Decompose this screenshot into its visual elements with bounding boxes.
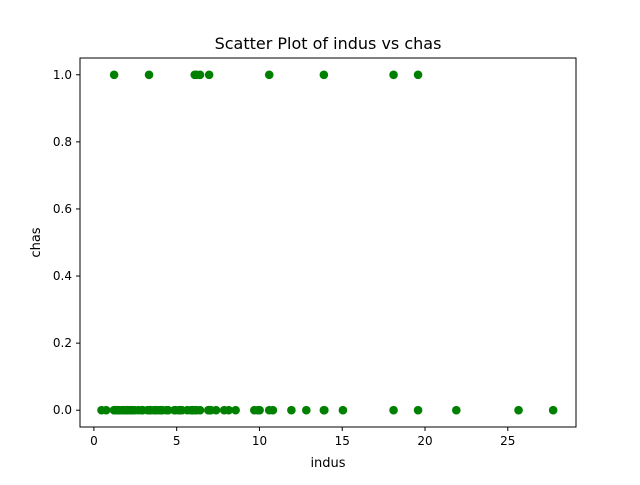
- data-point: [204, 70, 214, 80]
- y-tick-label: 0.0: [53, 403, 72, 417]
- data-point: [195, 405, 205, 415]
- x-axis-ticks: 0 5 10 15 20 25: [90, 427, 515, 448]
- data-point: [389, 70, 398, 80]
- x-tick-label: 25: [500, 434, 515, 448]
- data-point: [389, 405, 398, 415]
- data-point: [163, 405, 173, 415]
- y-axis-label: chas: [29, 227, 44, 257]
- data-point: [287, 405, 296, 415]
- data-point: [413, 70, 423, 80]
- data-point: [109, 70, 119, 80]
- y-axis-ticks: 0.0 0.2 0.4 0.6 0.8 1.0: [53, 68, 80, 417]
- data-point: [338, 405, 348, 415]
- x-axis-label: indus: [310, 456, 345, 471]
- data-point: [413, 405, 423, 415]
- y-tick-label: 1.0: [53, 68, 72, 82]
- y-tick-label: 0.6: [53, 202, 72, 216]
- data-point: [452, 405, 461, 415]
- x-tick-label: 20: [417, 434, 432, 448]
- data-point: [211, 405, 221, 415]
- data-point: [302, 405, 311, 415]
- chart-title: Scatter Plot of indus vs chas: [215, 34, 442, 53]
- data-point: [144, 70, 154, 80]
- y-tick-label: 0.8: [53, 135, 72, 149]
- data-point: [548, 405, 558, 415]
- x-tick-label: 15: [335, 434, 350, 448]
- data-point: [268, 405, 278, 415]
- data-point: [264, 70, 274, 80]
- data-point: [195, 70, 205, 80]
- data-point: [101, 405, 111, 415]
- data-point: [231, 405, 240, 415]
- x-tick-label: 0: [90, 434, 98, 448]
- data-points: [97, 70, 558, 415]
- data-point: [224, 405, 233, 415]
- y-tick-label: 0.2: [53, 336, 72, 350]
- data-point: [514, 405, 523, 415]
- x-tick-label: 5: [173, 434, 181, 448]
- axes-frame: [79, 57, 577, 428]
- data-point: [255, 405, 264, 415]
- y-tick-label: 0.4: [53, 269, 72, 283]
- data-point: [320, 405, 329, 415]
- x-tick-label: 10: [252, 434, 267, 448]
- data-point: [319, 70, 329, 80]
